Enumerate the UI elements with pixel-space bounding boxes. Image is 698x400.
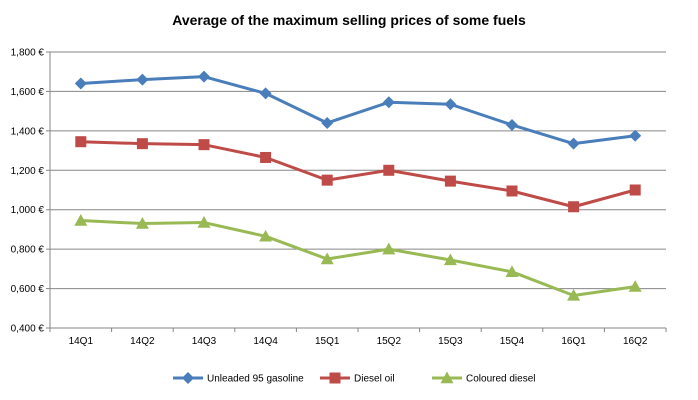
data-point: [74, 77, 87, 90]
series-line: [80, 140, 636, 209]
data-point: [629, 184, 641, 196]
x-tick-label: 14Q4: [253, 336, 278, 347]
y-tick-label: 1,600 €: [11, 87, 45, 98]
data-point: [505, 265, 519, 278]
x-tick-label: 15Q2: [377, 336, 402, 347]
x-tick-label: 14Q1: [69, 336, 94, 347]
data-point: [506, 185, 518, 197]
axes: [46, 51, 667, 332]
legend-marker: [440, 371, 454, 384]
legend: Unleaded 95 gasoline Diesel oil Coloured d…: [173, 371, 536, 385]
data-point: [567, 288, 581, 301]
data-point: [74, 214, 88, 226]
data-point: [259, 87, 272, 100]
series-line: [80, 75, 636, 146]
legend-label: Coloured diesel: [466, 374, 536, 385]
data-point: [135, 217, 149, 229]
data-point: [197, 216, 211, 228]
data-point: [321, 174, 333, 186]
data-point: [198, 139, 210, 151]
data-point: [444, 175, 456, 187]
chart-title: Average of the maximum selling prices of…: [172, 12, 526, 28]
y-tick-label: 1,800 €: [11, 48, 45, 59]
data-point: [198, 70, 210, 83]
gridlines: [50, 51, 666, 290]
data-point: [321, 116, 334, 129]
y-tick-label: 1,000 €: [11, 205, 45, 216]
data-point: [567, 137, 580, 150]
data-point: [382, 242, 396, 255]
data-point: [75, 136, 87, 148]
legend-item: Diesel oil: [320, 372, 395, 385]
data-point: [136, 73, 149, 86]
y-tick-label: 1,400 €: [11, 126, 45, 137]
y-tick-labels: 0,400 € 0,600 € 0,800 € 1,000 € 1,200 € 1,400…: [11, 48, 45, 335]
x-tick-label: 15Q3: [438, 336, 463, 347]
legend-label: Diesel oil: [354, 374, 395, 385]
x-tick-label: 16Q1: [561, 336, 586, 347]
data-point: [568, 201, 580, 213]
y-tick-label: 0,600 €: [11, 284, 45, 295]
legend-marker: [329, 372, 341, 384]
y-tick-label: 1,200 €: [11, 166, 45, 177]
data-point: [136, 138, 148, 150]
data-point: [382, 96, 395, 109]
data-point: [628, 280, 642, 292]
y-tick-label: 0,800 €: [11, 245, 45, 256]
data-point: [444, 98, 457, 111]
data-point: [506, 118, 518, 131]
data-point: [320, 252, 334, 265]
series: [74, 70, 642, 301]
data-point: [259, 229, 273, 242]
data-point: [443, 253, 457, 266]
legend-item: Coloured diesel: [432, 371, 536, 385]
series-1: [74, 70, 642, 150]
data-point: [260, 151, 272, 163]
data-point: [629, 129, 642, 142]
legend-marker: [182, 372, 194, 384]
x-tick-label: 15Q4: [500, 336, 525, 347]
y-tick-label: 0,400 €: [11, 324, 45, 335]
series-line: [80, 219, 636, 297]
x-tick-label: 15Q1: [315, 336, 340, 347]
x-tick-label: 16Q2: [623, 336, 648, 347]
x-tick-label: 14Q3: [192, 336, 217, 347]
data-point: [383, 164, 395, 176]
legend-label: Unleaded 95 gasoline: [207, 374, 304, 385]
legend-item: Unleaded 95 gasoline: [173, 372, 304, 385]
series-3: [74, 214, 642, 301]
series-2: [75, 136, 641, 213]
x-tick-labels: 14Q1 14Q2 14Q3 14Q4 15Q1 15Q2 15Q3 15Q4 16Q1 16Q2: [69, 336, 648, 347]
x-tick-label: 14Q2: [130, 336, 155, 347]
